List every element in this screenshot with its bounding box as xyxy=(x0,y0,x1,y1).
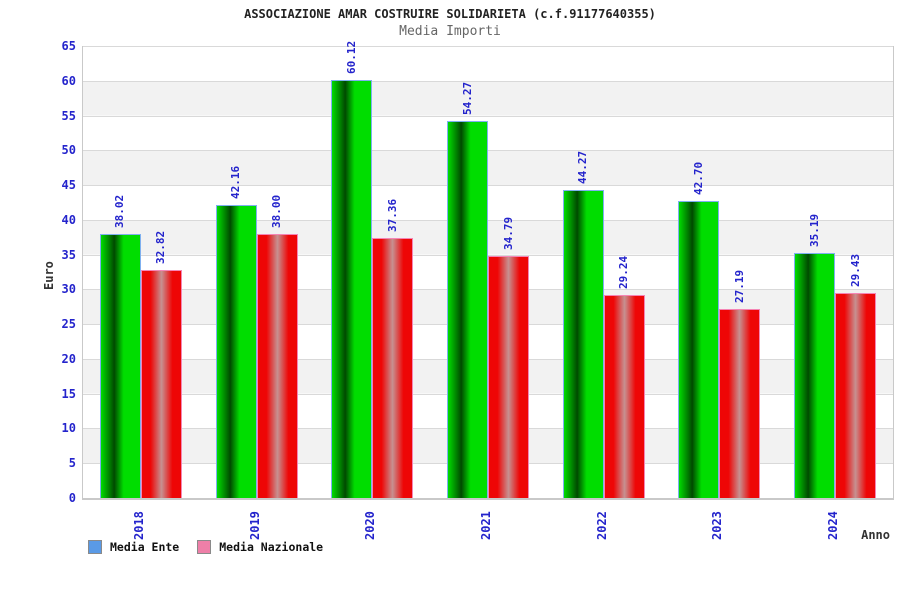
grid-line-40 xyxy=(83,219,893,221)
y-tick-65: 65 xyxy=(61,39,76,53)
y-tick-50: 50 xyxy=(61,143,76,158)
legend-swatch-media-nazionale xyxy=(197,540,212,554)
value-label-media-ente-2019: 42.16 xyxy=(229,165,243,199)
grid-line-60 xyxy=(83,80,893,82)
bar-media-nazionale-2020 xyxy=(372,238,414,498)
plot-area: 38.02 32.82 42.16 38.00 60.12 37.36 54.27 34.79… xyxy=(82,41,894,500)
value-label-media-nazionale-2020: 37.36 xyxy=(385,198,399,232)
legend-item-media-ente: Media Ente xyxy=(88,540,179,554)
bar-media-nazionale-2019 xyxy=(256,234,298,498)
bar-media-ente-2020 xyxy=(331,80,373,498)
x-tick-2018: 2018 xyxy=(131,511,146,540)
bar-media-ente-2023 xyxy=(678,201,720,498)
value-label-media-ente-2018: 38.02 xyxy=(113,194,127,228)
y-tick-0: 0 xyxy=(68,491,76,505)
y-tick-10: 10 xyxy=(61,421,76,436)
y-tick-25: 25 xyxy=(61,317,76,332)
value-label-media-nazionale-2018: 32.82 xyxy=(154,230,168,264)
y-tick-40: 40 xyxy=(61,212,76,227)
legend: Media Ente Media Nazionale xyxy=(88,540,323,554)
grid-line-55 xyxy=(83,115,893,117)
value-label-media-nazionale-2019: 38.00 xyxy=(270,194,284,228)
y-tick-30: 30 xyxy=(61,282,76,297)
value-label-media-ente-2021: 54.27 xyxy=(460,81,474,115)
value-label-media-nazionale-2021: 34.79 xyxy=(501,216,515,250)
grid-line-50 xyxy=(83,150,893,152)
y-tick-20: 20 xyxy=(61,351,76,366)
x-tick-2020: 2020 xyxy=(363,511,378,540)
legend-item-media-nazionale: Media Nazionale xyxy=(197,540,323,554)
x-tick-2023: 2023 xyxy=(710,511,725,540)
x-tick-2022: 2022 xyxy=(594,511,609,540)
bar-media-nazionale-2018 xyxy=(140,270,182,498)
grid-line-35 xyxy=(83,254,893,256)
bar-media-nazionale-2024 xyxy=(835,293,877,498)
y-tick-45: 45 xyxy=(61,178,76,193)
value-label-media-nazionale-2023: 27.19 xyxy=(732,269,746,303)
y-tick-60: 60 xyxy=(61,73,76,88)
value-label-media-ente-2020: 60.12 xyxy=(344,40,358,74)
bar-media-ente-2021 xyxy=(447,121,488,498)
bar-media-ente-2019 xyxy=(215,205,257,498)
value-label-media-ente-2023: 42.70 xyxy=(691,161,705,195)
value-label-media-nazionale-2024: 29.43 xyxy=(848,253,862,287)
y-tick-35: 35 xyxy=(61,247,76,262)
bar-media-ente-2018 xyxy=(99,234,141,498)
legend-label-media-ente: Media Ente xyxy=(110,540,180,554)
chart-title: ASSOCIAZIONE AMAR COSTRUIRE SOLIDARIETA … xyxy=(244,7,656,21)
value-label-media-nazionale-2022: 29.24 xyxy=(617,255,631,289)
grid-line-65 xyxy=(83,46,893,47)
bar-media-nazionale-2021 xyxy=(488,256,529,498)
y-tick-55: 55 xyxy=(61,108,76,123)
y-tick-5: 5 xyxy=(68,456,76,471)
bar-media-nazionale-2023 xyxy=(719,309,761,498)
x-axis-title: Anno xyxy=(861,528,890,542)
value-label-media-ente-2022: 44.27 xyxy=(576,150,590,184)
legend-swatch-media-ente xyxy=(88,540,102,554)
grid-line-45 xyxy=(83,185,893,187)
x-tick-2024: 2024 xyxy=(826,511,841,540)
legend-label-media-nazionale: Media Nazionale xyxy=(219,540,324,554)
bar-media-nazionale-2022 xyxy=(603,295,645,498)
bar-media-ente-2022 xyxy=(562,190,604,498)
bar-media-ente-2024 xyxy=(794,253,836,498)
x-tick-2021: 2021 xyxy=(479,511,493,540)
y-tick-15: 15 xyxy=(61,386,76,401)
value-label-media-ente-2024: 35.19 xyxy=(807,213,821,247)
x-tick-2019: 2019 xyxy=(247,511,262,540)
chart-subtitle: Media Importi xyxy=(399,24,501,39)
